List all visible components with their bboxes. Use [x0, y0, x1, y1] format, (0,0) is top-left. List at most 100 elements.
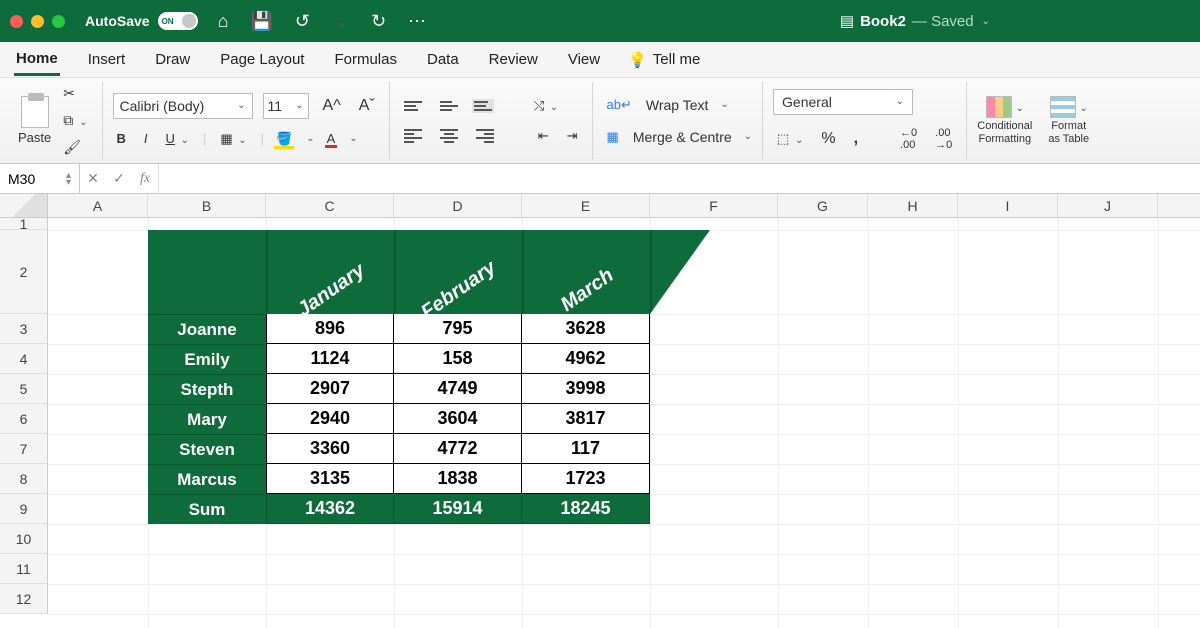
number-format-select[interactable]: General⌄ [773, 89, 913, 115]
decrease-font-icon[interactable]: Aˇ [355, 95, 379, 117]
conditional-formatting-icon[interactable] [986, 96, 1012, 118]
data-cell[interactable]: 1838 [394, 464, 522, 494]
column-header-A[interactable]: A [48, 194, 148, 217]
data-cell[interactable]: 3998 [522, 374, 650, 404]
fx-icon[interactable]: fx [132, 171, 158, 187]
accounting-format-button[interactable]: ⬚ ⌄ [773, 129, 807, 149]
row-name-cell[interactable]: Joanne [148, 314, 266, 344]
column-header-H[interactable]: H [868, 194, 958, 217]
row-header-5[interactable]: 5 [0, 374, 48, 404]
font-name-select[interactable]: Calibri (Body)⌄ [113, 93, 253, 119]
data-cell[interactable]: 4749 [394, 374, 522, 404]
underline-button[interactable]: U ⌄ [162, 129, 193, 148]
data-cell[interactable]: 2940 [266, 404, 394, 434]
merge-icon[interactable]: ▦ [603, 127, 623, 147]
percent-button[interactable]: % [817, 128, 839, 150]
data-cell[interactable]: 4962 [522, 344, 650, 374]
row-name-cell[interactable]: Emily [148, 344, 266, 374]
title-dropdown-icon[interactable]: ⌄ [982, 16, 990, 27]
tab-formulas[interactable]: Formulas [332, 45, 399, 74]
tab-insert[interactable]: Insert [86, 45, 128, 74]
data-cell[interactable]: 18245 [522, 494, 650, 524]
row-header-3[interactable]: 3 [0, 314, 48, 344]
tab-view[interactable]: View [566, 45, 602, 74]
tab-data[interactable]: Data [425, 45, 461, 74]
cancel-formula-icon[interactable]: ✕ [80, 170, 106, 187]
data-cell[interactable]: 3628 [522, 314, 650, 344]
row-header-9[interactable]: 9 [0, 494, 48, 524]
data-cell[interactable]: 158 [394, 344, 522, 374]
table-header-march[interactable]: March [522, 230, 650, 314]
data-cell[interactable]: 3135 [266, 464, 394, 494]
row-header-12[interactable]: 12 [0, 584, 48, 614]
save-icon[interactable]: 💾 [246, 9, 276, 34]
decrease-decimal-button[interactable]: .00→0 [931, 125, 956, 153]
row-name-cell[interactable]: Sum [148, 494, 266, 524]
increase-indent-button[interactable]: ⇥ [563, 126, 582, 146]
autosave-toggle[interactable]: ON [158, 12, 198, 30]
format-as-table-icon[interactable] [1050, 96, 1076, 118]
row-name-cell[interactable]: Stepth [148, 374, 266, 404]
data-cell[interactable]: 1124 [266, 344, 394, 374]
data-cell[interactable]: 117 [522, 434, 650, 464]
font-color-button[interactable]: A [325, 131, 338, 146]
column-header-F[interactable]: F [650, 194, 778, 217]
italic-button[interactable]: I [140, 129, 152, 148]
column-header-E[interactable]: E [522, 194, 650, 217]
align-top-button[interactable] [400, 99, 426, 113]
name-box[interactable]: M30 ▴▾ [0, 164, 80, 193]
data-cell[interactable]: 896 [266, 314, 394, 344]
row-header-11[interactable]: 11 [0, 554, 48, 584]
home-icon[interactable]: ⌂ [214, 9, 233, 34]
row-header-7[interactable]: 7 [0, 434, 48, 464]
cut-icon[interactable]: ✂ [59, 83, 91, 104]
column-header-G[interactable]: G [778, 194, 868, 217]
borders-button[interactable]: ▦ ⌄ [216, 129, 250, 149]
tab-draw[interactable]: Draw [153, 45, 192, 74]
tell-me[interactable]: 💡Tell me [628, 51, 700, 69]
data-cell[interactable]: 3360 [266, 434, 394, 464]
row-header-6[interactable]: 6 [0, 404, 48, 434]
data-cell[interactable]: 4772 [394, 434, 522, 464]
redo-icon[interactable]: ↻ [367, 9, 390, 34]
format-painter-icon[interactable]: 🖌 [59, 137, 91, 158]
grid-body[interactable]: JanuaryFebruaryMarch Joanne8967953628 Emil… [48, 218, 1200, 628]
data-cell[interactable]: 14362 [266, 494, 394, 524]
paste-icon[interactable] [21, 96, 49, 128]
wrap-text-icon[interactable]: ab↵ [603, 95, 636, 115]
table-header-january[interactable]: January [266, 230, 394, 314]
tab-review[interactable]: Review [487, 45, 540, 74]
table-header-february[interactable]: February [394, 230, 522, 314]
align-middle-button[interactable] [436, 99, 462, 113]
formula-input[interactable] [158, 164, 1200, 193]
column-header-C[interactable]: C [266, 194, 394, 217]
comma-button[interactable]: , [850, 128, 862, 150]
close-window-button[interactable] [10, 15, 23, 28]
row-header-10[interactable]: 10 [0, 524, 48, 554]
row-name-cell[interactable]: Steven [148, 434, 266, 464]
minimize-window-button[interactable] [31, 15, 44, 28]
column-header-D[interactable]: D [394, 194, 522, 217]
column-header-I[interactable]: I [958, 194, 1058, 217]
bold-button[interactable]: B [113, 129, 130, 148]
data-cell[interactable]: 1723 [522, 464, 650, 494]
align-center-button[interactable] [436, 127, 462, 145]
more-icon[interactable]: ⋯ [404, 9, 430, 34]
accept-formula-icon[interactable]: ✓ [106, 170, 132, 187]
data-cell[interactable]: 3817 [522, 404, 650, 434]
data-cell[interactable]: 795 [394, 314, 522, 344]
tab-home[interactable]: Home [14, 44, 60, 76]
row-name-cell[interactable]: Marcus [148, 464, 266, 494]
row-header-2[interactable]: 2 [0, 230, 48, 314]
data-cell[interactable]: 15914 [394, 494, 522, 524]
orientation-button[interactable]: ⤭ ⌄ [530, 96, 562, 116]
undo-icon[interactable]: ↺ [291, 9, 314, 34]
column-header-J[interactable]: J [1058, 194, 1158, 217]
font-size-select[interactable]: 11⌄ [263, 93, 309, 119]
row-name-cell[interactable]: Mary [148, 404, 266, 434]
row-header-8[interactable]: 8 [0, 464, 48, 494]
increase-font-icon[interactable]: A^ [319, 95, 345, 117]
row-header-1[interactable]: 1 [0, 218, 48, 230]
align-left-button[interactable] [400, 127, 426, 145]
row-header-4[interactable]: 4 [0, 344, 48, 374]
